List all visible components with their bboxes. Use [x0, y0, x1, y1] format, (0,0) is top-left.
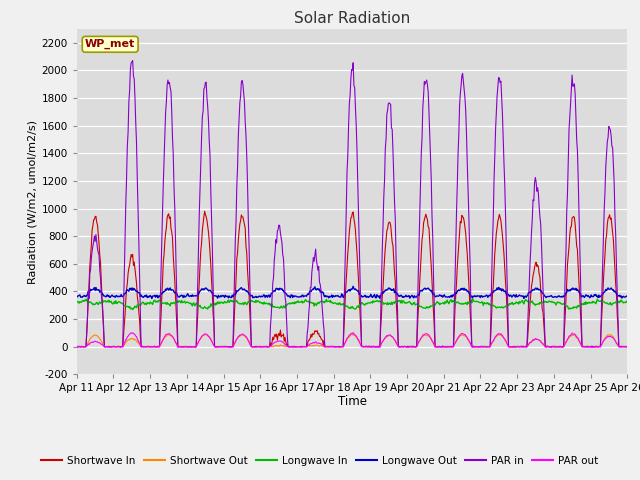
X-axis label: Time: Time [337, 395, 367, 408]
Text: WP_met: WP_met [85, 39, 135, 49]
Title: Solar Radiation: Solar Radiation [294, 11, 410, 26]
Y-axis label: Radiation (W/m2, umol/m2/s): Radiation (W/m2, umol/m2/s) [28, 120, 37, 284]
Legend: Shortwave In, Shortwave Out, Longwave In, Longwave Out, PAR in, PAR out: Shortwave In, Shortwave Out, Longwave In… [37, 452, 603, 470]
